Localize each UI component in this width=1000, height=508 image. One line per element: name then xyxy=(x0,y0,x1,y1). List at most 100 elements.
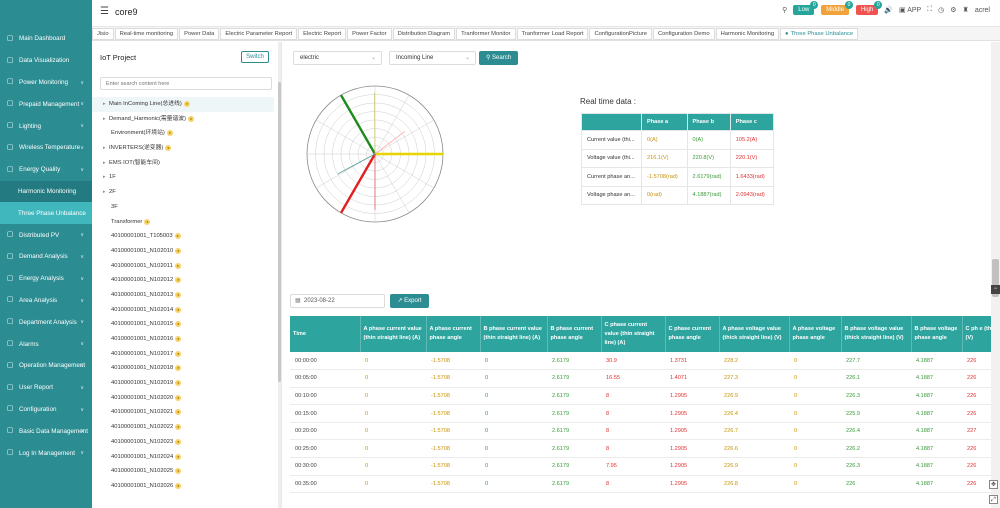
sidebar-item-basic-data-management[interactable]: ▢ Basic Data Management ∨ xyxy=(0,420,92,442)
tree-node[interactable]: Transformer ● xyxy=(92,215,274,230)
table-cell: 2.6179 xyxy=(547,439,601,459)
expand-arrow-icon[interactable]: ▸ xyxy=(103,189,106,196)
tree-node[interactable]: 40100001001_N102014 ● xyxy=(92,303,274,318)
tab-electric-parameter-report[interactable]: Electric Parameter Report xyxy=(220,28,298,40)
sidebar-item-lighting[interactable]: ▢ Lighting ∨ xyxy=(0,115,92,137)
scroll-thumb[interactable] xyxy=(992,259,999,297)
user-name[interactable]: acrel xyxy=(974,6,990,14)
expand-icon[interactable]: ⤢ xyxy=(989,495,998,504)
tree-node[interactable]: 3F xyxy=(92,200,274,215)
sidebar-item-log-in-management[interactable]: ▢ Log In Management ∨ xyxy=(0,442,92,464)
tree-node[interactable]: 40100001001_N102017 ● xyxy=(92,347,274,362)
sidebar-item-configuration[interactable]: ▢ Configuration ∨ xyxy=(0,399,92,421)
expand-arrow-icon[interactable]: ▸ xyxy=(103,174,106,181)
sidebar-item-energy-analysis[interactable]: ▢ Energy Analysis ∨ xyxy=(0,268,92,290)
table-cell: 226.9 xyxy=(719,387,789,406)
sidebar-item-distributed-pv[interactable]: ▢ Distributed PV ∨ xyxy=(0,224,92,246)
history-column-header: B phase voltage value (thick straight li… xyxy=(841,316,912,352)
sidebar-item-alarms[interactable]: ▢ Alarms ∨ xyxy=(0,333,92,355)
tree-node[interactable]: 40100001001_N102010 ● xyxy=(92,244,274,259)
sidebar-item-main-dashboard[interactable]: ▢ Main Dashboard xyxy=(0,28,92,50)
tree-node[interactable]: 40100001001_N102026 ● xyxy=(92,479,274,494)
sidebar-item-wireless-temperature[interactable]: ▢ Wireless Temperature ∨ xyxy=(0,137,92,159)
tree-node[interactable]: 40100001001_N102021 ● xyxy=(92,405,274,420)
tab-distribution-diagram[interactable]: Distribution Diagram xyxy=(392,28,456,40)
sidebar-item-harmonic-monitoring[interactable]: Harmonic Monitoring xyxy=(0,180,92,203)
sidebar-item-area-analysis[interactable]: ▢ Area Analysis ∨ xyxy=(0,290,92,312)
tab-configurationpicture[interactable]: ConfigurationPicture xyxy=(589,28,652,40)
expand-arrow-icon[interactable]: ▸ xyxy=(103,115,106,122)
tree-node[interactable]: ▸ EMS IOT(智能车间) xyxy=(92,156,274,171)
search-button[interactable]: ⚲ Search xyxy=(479,51,518,65)
date-picker[interactable]: ▦ 2023-08-22 xyxy=(290,294,385,308)
search-icon[interactable]: ⚲ xyxy=(782,7,788,14)
tree-node[interactable]: ▸ Demand_Harmonic(需量谐波) ● xyxy=(92,112,274,127)
move-icon[interactable]: ✥ xyxy=(989,480,998,489)
switch-button[interactable]: Switch xyxy=(241,51,269,63)
sidebar-item-user-report[interactable]: ▢ User Report ∨ xyxy=(0,377,92,399)
sidebar-item-demand-analysis[interactable]: ▢ Demand Analysis ∨ xyxy=(0,246,92,268)
tree-node[interactable]: 40100001001_N102025 ● xyxy=(92,464,274,479)
bell-icon: ▢ xyxy=(6,340,14,348)
tab-configuration-demo[interactable]: Configuration Demo xyxy=(653,28,715,40)
tree-node[interactable]: ▸ 1F xyxy=(92,170,274,185)
tab-real-time-monitoring[interactable]: Real-time monitoring xyxy=(114,28,179,40)
tree-node[interactable]: 40100001001_T105003 ● xyxy=(92,229,274,244)
line-select[interactable]: Incoming Line ⌄ xyxy=(389,51,476,65)
expand-arrow-icon[interactable]: ▸ xyxy=(103,101,106,107)
collapse-icon[interactable]: − xyxy=(991,285,1000,294)
tree-node[interactable]: Environment(环境站) ● xyxy=(92,126,274,141)
tab-jisio[interactable]: Jisio xyxy=(92,28,114,40)
realtime-row-label: Current value (thi... xyxy=(581,130,642,150)
tree-node[interactable]: 40100001001_N102012 ● xyxy=(92,273,274,288)
menu-toggle-icon[interactable]: ☰ xyxy=(100,6,109,17)
alert-middle-button[interactable]: Middle 0 xyxy=(821,1,853,15)
tab-power-data[interactable]: Power Data xyxy=(179,28,220,40)
tab-tranformer-monitor[interactable]: Tranformer Monitor xyxy=(456,28,516,40)
tree-node[interactable]: ▸ Main InComing Line(总进线) ● xyxy=(92,97,274,112)
sidebar-item-department-analysis[interactable]: ▢ Department Analysis ∨ xyxy=(0,311,92,333)
clock-icon[interactable]: ◷ xyxy=(938,7,945,14)
tab-electric-report[interactable]: Electric Report xyxy=(298,28,347,40)
expand-arrow-icon[interactable]: ▸ xyxy=(103,145,106,152)
settings-icon[interactable]: ⚙ xyxy=(950,7,957,14)
sidebar-item-data-visualization[interactable]: ▢ Data Visualization xyxy=(0,50,92,72)
tree-scrollbar[interactable] xyxy=(278,42,281,508)
tab-power-factor[interactable]: Power Factor xyxy=(347,28,392,40)
tree-node[interactable]: ▸ 2F xyxy=(92,185,274,200)
fullscreen-icon[interactable]: ⛶ xyxy=(927,6,933,13)
alert-high-button[interactable]: High 0 xyxy=(855,1,883,15)
tree-node[interactable]: 40100001001_N102020 ● xyxy=(92,391,274,406)
tree-node[interactable]: 40100001001_N102019 ● xyxy=(92,376,274,391)
type-select[interactable]: electric ⌄ xyxy=(293,51,382,65)
tree-search-input[interactable] xyxy=(100,77,272,90)
sidebar-item-operation-management[interactable]: ▢ Operation Management ∨ xyxy=(0,355,92,377)
shirt-icon[interactable]: ♜ xyxy=(962,7,969,14)
sidebar-item-label: Lighting xyxy=(19,122,42,130)
sidebar-item-prepaid-management[interactable]: ▢ Prepaid Management ∨ xyxy=(0,93,92,115)
tab-three-phase-unbalance[interactable]: ● Three Phase Unbalance xyxy=(780,28,859,40)
expand-arrow-icon[interactable]: ▸ xyxy=(103,159,106,166)
page-scrollbar[interactable] xyxy=(991,42,1000,508)
tree-node[interactable]: 40100001001_N102018 ● xyxy=(92,361,274,376)
tree-node[interactable]: 40100001001_N102024 ● xyxy=(92,450,274,465)
tree-node[interactable]: 40100001001_N102015 ● xyxy=(92,317,274,332)
sidebar-item-energy-quality[interactable]: ▢ Energy Quality ∨ xyxy=(0,159,92,181)
tree-node[interactable]: 40100001001_N102022 ● xyxy=(92,420,274,435)
app-label[interactable]: APP xyxy=(907,7,922,14)
tree-node[interactable]: ▸ INVERTERS(逆变器) ● xyxy=(92,141,274,156)
tree-node[interactable]: 40100001001_N102011 ● xyxy=(92,259,274,274)
tab-harmonic-monitoring[interactable]: Harmonic Monitoring xyxy=(715,28,780,40)
bolt-icon: ▢ xyxy=(6,78,14,86)
tree-node[interactable]: 40100001001_N102023 ● xyxy=(92,435,274,450)
sidebar-item-power-monitoring[interactable]: ▢ Power Monitoring ∨ xyxy=(0,72,92,94)
app-icon[interactable]: ▣ APP xyxy=(899,7,922,14)
tab-tranformer-load-report[interactable]: Tranformer Load Report xyxy=(516,28,589,40)
tree-node[interactable]: 40100001001_N102016 ● xyxy=(92,332,274,347)
export-button[interactable]: ↗ Export xyxy=(390,294,429,308)
tree-node[interactable]: 40100001001_N102013 ● xyxy=(92,288,274,303)
sidebar-item-three-phase-unbalance[interactable]: Three Phase Unbalance xyxy=(0,202,92,225)
volume-icon[interactable]: 🔊 xyxy=(884,7,894,14)
alert-count-badge: 0 xyxy=(874,1,883,9)
alert-low-button[interactable]: Low 0 xyxy=(793,1,819,15)
